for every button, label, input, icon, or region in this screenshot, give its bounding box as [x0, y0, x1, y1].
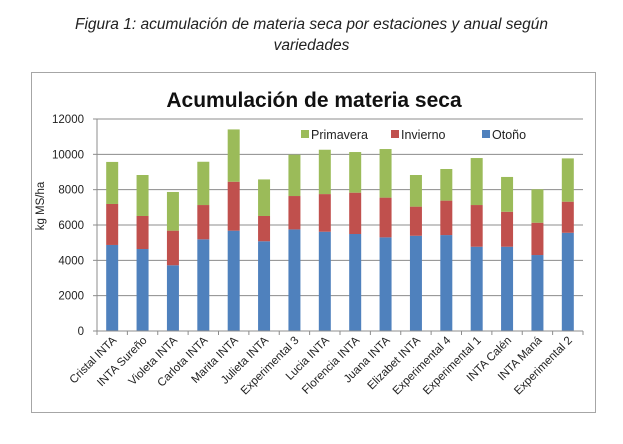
bar-invierno-3	[166, 230, 179, 266]
bar-invierno-4	[197, 205, 210, 240]
bar-oto-o-5	[227, 230, 240, 331]
bar-primavera-7	[288, 154, 301, 197]
legend-swatch-invierno	[391, 130, 399, 138]
figure-caption: Figura 1: acumulación de materia seca po…	[0, 14, 623, 56]
bar-oto-o-2	[136, 249, 149, 331]
bar-invierno-7	[288, 196, 301, 230]
bar-primavera-14	[501, 176, 514, 212]
bar-primavera-9	[349, 152, 362, 193]
bar-oto-o-15	[531, 255, 544, 331]
bar-primavera-6	[258, 179, 271, 216]
bar-primavera-16	[561, 158, 574, 202]
bar-oto-o-10	[379, 237, 392, 331]
bar-primavera-15	[531, 189, 544, 223]
bar-invierno-10	[379, 197, 392, 238]
legend-swatch-primavera	[301, 130, 309, 138]
bar-primavera-8	[318, 149, 331, 195]
bar-oto-o-1	[106, 244, 119, 331]
y-tick-label: 2000	[58, 291, 84, 303]
y-tick-label: 8000	[58, 185, 84, 197]
bar-primavera-11	[409, 175, 422, 207]
figure-caption-line1: Figura 1: acumulación de materia seca po…	[74, 16, 549, 33]
bar-primavera-1	[106, 161, 119, 204]
legend-label: Otoño	[492, 128, 526, 142]
bar-oto-o-4	[197, 239, 210, 331]
bar-primavera-4	[197, 161, 210, 206]
bar-invierno-15	[531, 222, 544, 256]
y-tick-label: 10000	[52, 149, 84, 161]
bar-primavera-10	[379, 149, 392, 198]
legend-label: Invierno	[401, 128, 446, 142]
y-tick-label: 6000	[58, 220, 84, 232]
bar-invierno-14	[501, 211, 514, 247]
bar-primavera-5	[227, 129, 240, 182]
bars	[106, 129, 574, 331]
y-tick-label: 12000	[52, 114, 84, 126]
bar-oto-o-11	[409, 235, 422, 331]
x-tick-label: Elizabet INTA	[365, 334, 423, 392]
y-axis-ticks: 0 2000 4000 6000 8000 10000 12000	[52, 114, 97, 338]
bar-oto-o-14	[501, 246, 514, 331]
bar-invierno-11	[409, 206, 422, 236]
bar-oto-o-13	[470, 246, 483, 331]
bar-invierno-8	[318, 194, 331, 232]
bar-invierno-9	[349, 192, 362, 235]
bar-oto-o-16	[561, 232, 574, 331]
bar-invierno-16	[561, 201, 574, 233]
legend-label: Primavera	[311, 128, 368, 142]
bar-primavera-3	[166, 191, 179, 231]
bar-invierno-5	[227, 181, 240, 231]
bar-invierno-1	[106, 203, 119, 245]
bar-oto-o-7	[288, 229, 301, 331]
legend-swatch-oto-o	[482, 130, 490, 138]
bar-invierno-13	[470, 205, 483, 247]
bar-primavera-2	[136, 175, 149, 216]
chart-title: Acumulación de materia seca	[166, 89, 462, 112]
bar-oto-o-12	[440, 235, 453, 331]
bar-oto-o-3	[166, 265, 179, 331]
bar-primavera-12	[440, 168, 453, 201]
bar-oto-o-8	[318, 231, 331, 331]
y-tick-label: 4000	[58, 255, 84, 267]
bar-oto-o-9	[349, 234, 362, 331]
bar-invierno-2	[136, 215, 149, 250]
bar-invierno-6	[258, 215, 271, 242]
y-axis-title: kg MS/ha	[35, 181, 47, 230]
y-tick-label: 0	[78, 326, 84, 338]
bar-primavera-13	[470, 158, 483, 206]
bar-oto-o-6	[258, 241, 271, 331]
axes	[96, 119, 584, 335]
legend: Primavera Invierno Otoño	[301, 128, 526, 142]
figure-caption-line2: variedades	[273, 37, 350, 54]
bar-invierno-12	[440, 200, 453, 236]
